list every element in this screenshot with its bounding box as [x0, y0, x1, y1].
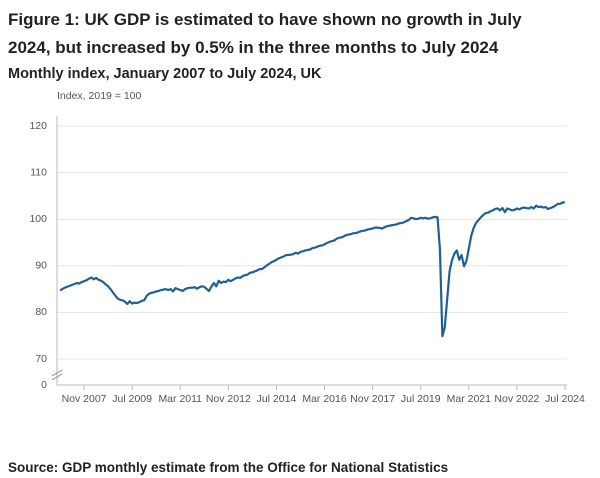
y-tick-label: 90 — [35, 260, 47, 272]
x-tick-label: Nov 2007 — [62, 393, 107, 405]
x-tick-label: Jul 2019 — [401, 393, 441, 405]
source: Source: GDP monthly estimate from the Of… — [8, 460, 449, 475]
y-tick-label: 120 — [29, 120, 47, 132]
x-tick-label: Mar 2011 — [158, 393, 202, 405]
x-tick-label: Jul 2014 — [257, 393, 297, 405]
y-axis-label: Index, 2019 = 100 — [57, 90, 142, 102]
y-tick-label: 100 — [29, 213, 47, 225]
x-tick-label: Nov 2017 — [350, 393, 395, 405]
x-tick-label: Jul 2009 — [112, 393, 152, 405]
y-tick-label: 0 — [41, 379, 47, 391]
x-tick-label: Jul 2024 — [545, 393, 585, 405]
x-tick-label: Nov 2022 — [494, 393, 539, 405]
data-line — [59, 201, 565, 338]
y-tick-label: 70 — [35, 353, 47, 365]
y-tick-label: 80 — [35, 306, 47, 318]
y-tick-label: 110 — [30, 166, 47, 178]
chart-title: Figure 1: UK GDP is estimated to have sh… — [8, 10, 522, 57]
x-tick-label: Nov 2012 — [206, 393, 251, 405]
axis-break — [51, 369, 63, 381]
chart: Index, 2019 = 100 0 70 80 90 100 110 120 Nov 20… — [29, 90, 585, 405]
x-tick-label: Mar 2016 — [302, 393, 347, 405]
x-tick-label: Mar 2021 — [447, 393, 492, 405]
chart-subtitle: Monthly index, January 2007 to July 2024… — [8, 66, 322, 82]
